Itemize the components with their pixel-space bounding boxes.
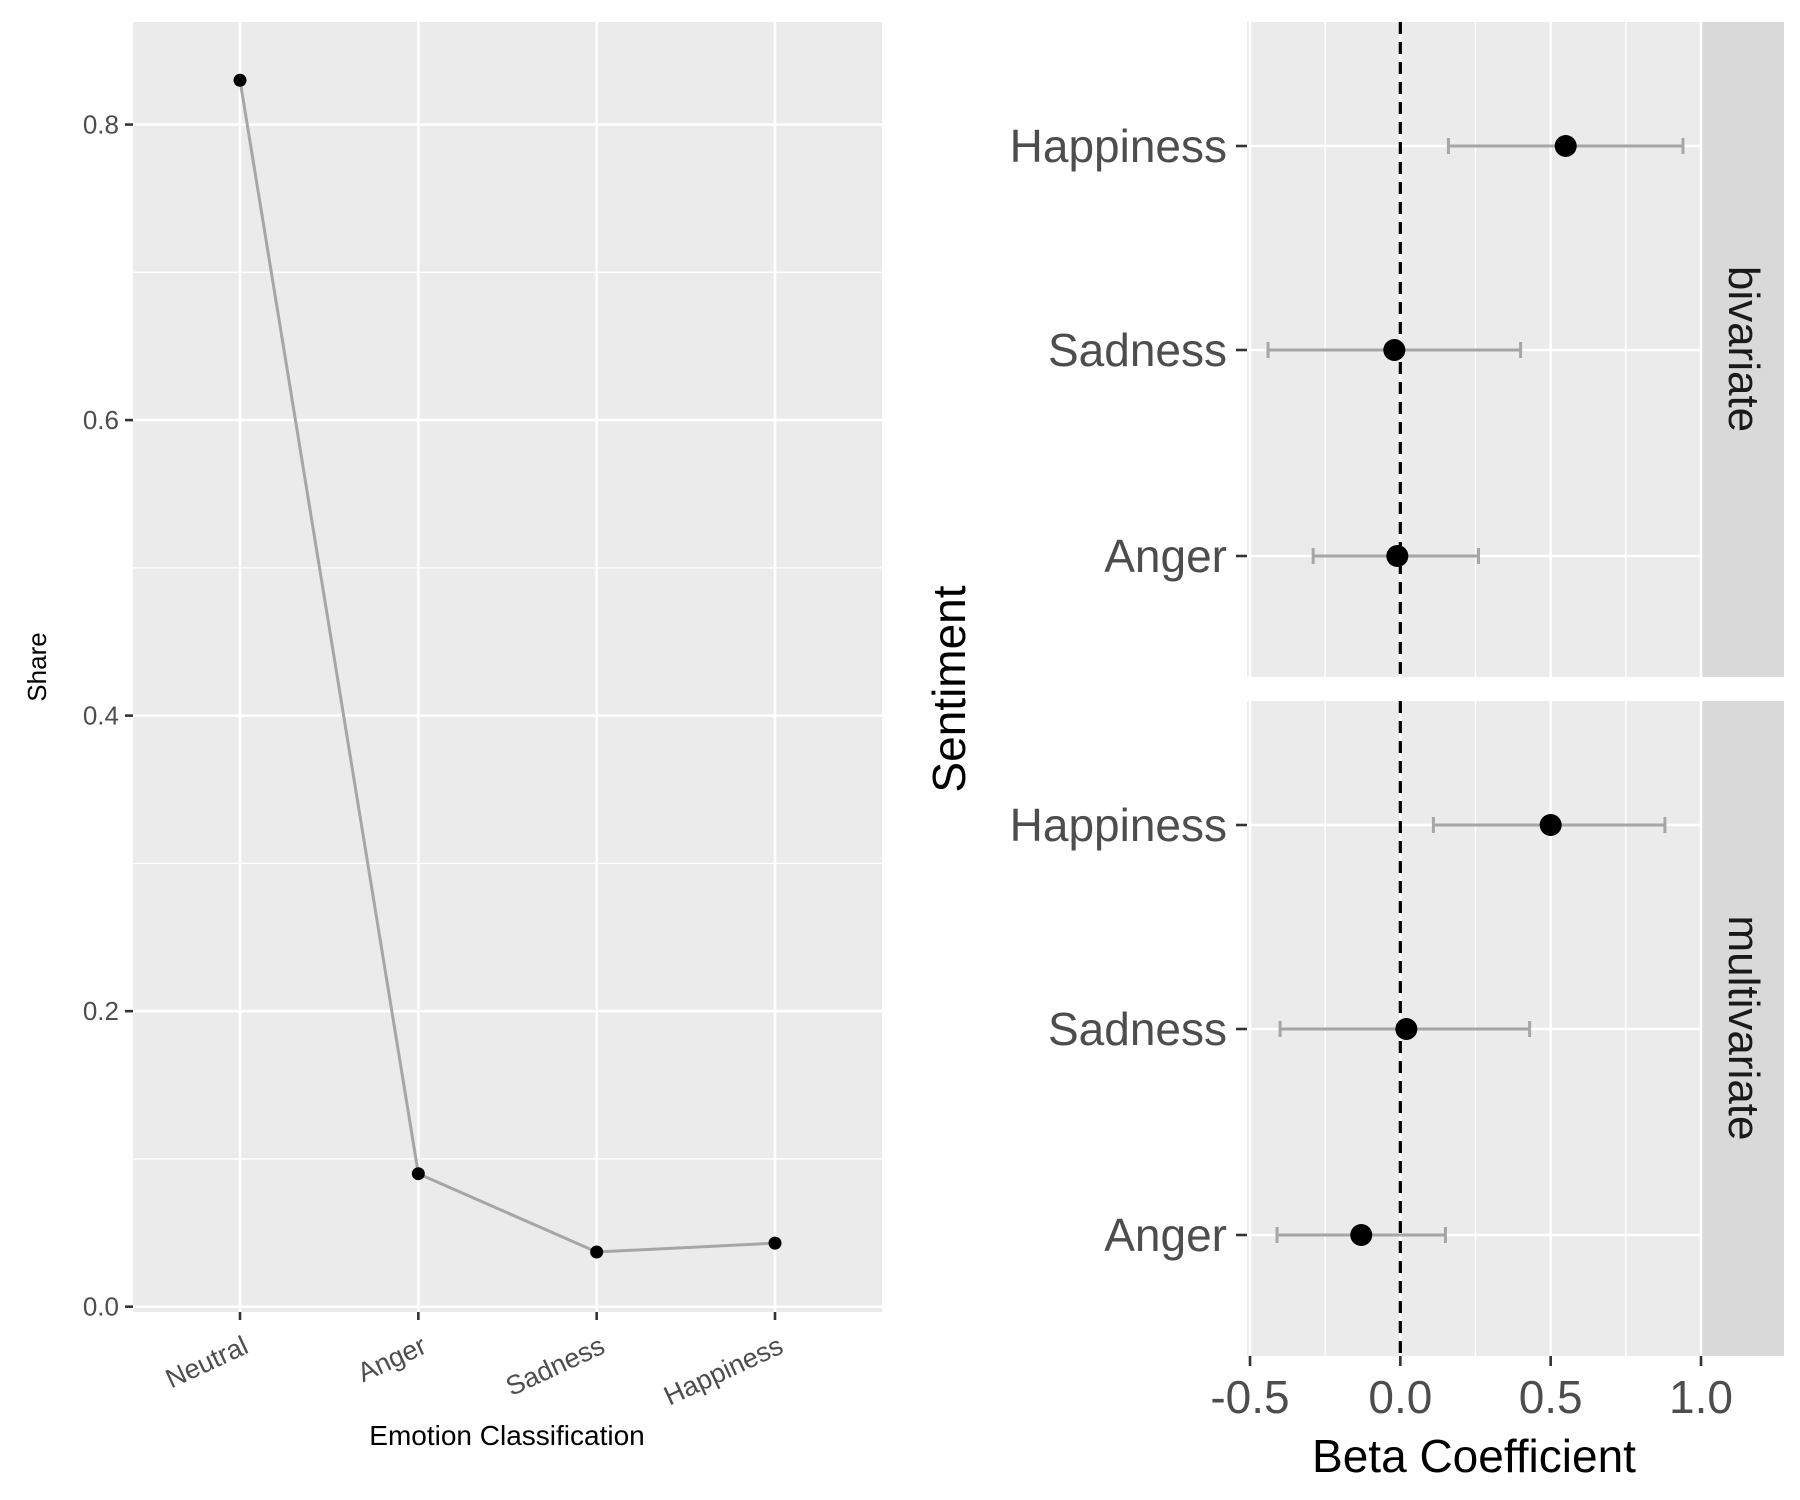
left-series <box>233 73 782 1259</box>
right-x-tick-label: 0.0 <box>1368 1371 1432 1423</box>
coef-point <box>1539 814 1562 836</box>
left-y-axis-label: Share <box>22 632 52 701</box>
right-y-axis: Happiness Sadness Anger Happiness Sadness Ang… <box>1010 120 1247 1261</box>
right-x-tick-label: -0.5 <box>1210 1371 1289 1423</box>
coef-point <box>1395 1018 1418 1040</box>
left-x-tick-label-anger: Anger <box>353 1330 431 1388</box>
right-x-tick-label: 0.5 <box>1519 1371 1583 1423</box>
right-y-tick-label-anger: Anger <box>1104 530 1227 582</box>
coef-bivariate-sadness <box>1266 339 1523 361</box>
coef-multivariate-anger <box>1275 1224 1447 1246</box>
right-y-tick-label-sadness: Sadness <box>1048 1003 1227 1055</box>
left-y-axis: 0.0 0.2 0.4 0.6 0.8 <box>83 110 133 1322</box>
left-y-tick-label: 0.0 <box>83 1292 119 1322</box>
coef-bivariate-happiness <box>1446 135 1685 157</box>
coef-point <box>1386 545 1409 567</box>
left-y-tick-label: 0.2 <box>83 996 119 1026</box>
right-x-axis: -0.5 0.0 0.5 1.0 <box>1210 1356 1733 1423</box>
share-point-neutral <box>233 73 247 87</box>
share-point-anger <box>411 1167 425 1181</box>
right-series <box>1266 22 1685 1356</box>
coef-bivariate-anger <box>1311 545 1481 567</box>
left-x-axis: Neutral Anger Sadness Happiness <box>161 1312 788 1411</box>
share-point-sadness <box>590 1245 604 1259</box>
coef-point <box>1383 339 1406 361</box>
share-line-chart: 0.0 0.2 0.4 0.6 0.8 Neutral Anger Sadness Happi… <box>22 22 882 1451</box>
share-point-happiness <box>768 1236 782 1250</box>
right-y-tick-label-anger: Anger <box>1104 1209 1227 1261</box>
left-grid <box>133 22 882 1312</box>
facet-multivariate-strip <box>1701 701 1784 1356</box>
right-y-tick-label-happiness: Happiness <box>1010 120 1227 172</box>
left-x-tick-label-sadness: Sadness <box>501 1330 609 1402</box>
left-y-tick-label: 0.4 <box>83 701 119 731</box>
left-y-tick-label: 0.6 <box>83 405 119 435</box>
left-panel-background <box>133 22 882 1312</box>
left-y-tick-label: 0.8 <box>83 110 119 140</box>
facet-multivariate-label: multivariate <box>1719 916 1768 1141</box>
right-x-axis-label: Beta Coefficient <box>1312 1430 1636 1482</box>
coefficient-facet-chart: Happiness Sadness Anger Happiness Sadness Ang… <box>923 22 1784 1482</box>
right-y-axis-label: Sentiment <box>923 585 975 792</box>
facet-bivariate-label: bivariate <box>1719 266 1768 432</box>
right-x-tick-label: 1.0 <box>1669 1371 1733 1423</box>
right-y-tick-label-sadness: Sadness <box>1048 324 1227 376</box>
coef-multivariate-happiness <box>1431 814 1667 836</box>
right-y-tick-label-happiness: Happiness <box>1010 799 1227 851</box>
coef-multivariate-sadness <box>1278 1018 1532 1040</box>
left-x-tick-label-happiness: Happiness <box>659 1330 787 1411</box>
coef-point <box>1350 1224 1373 1246</box>
coef-point <box>1554 135 1577 157</box>
left-x-axis-label: Emotion Classification <box>369 1420 644 1451</box>
left-x-tick-label-neutral: Neutral <box>161 1330 253 1394</box>
facet-bivariate-strip <box>1701 22 1784 677</box>
share-line <box>238 79 776 1254</box>
